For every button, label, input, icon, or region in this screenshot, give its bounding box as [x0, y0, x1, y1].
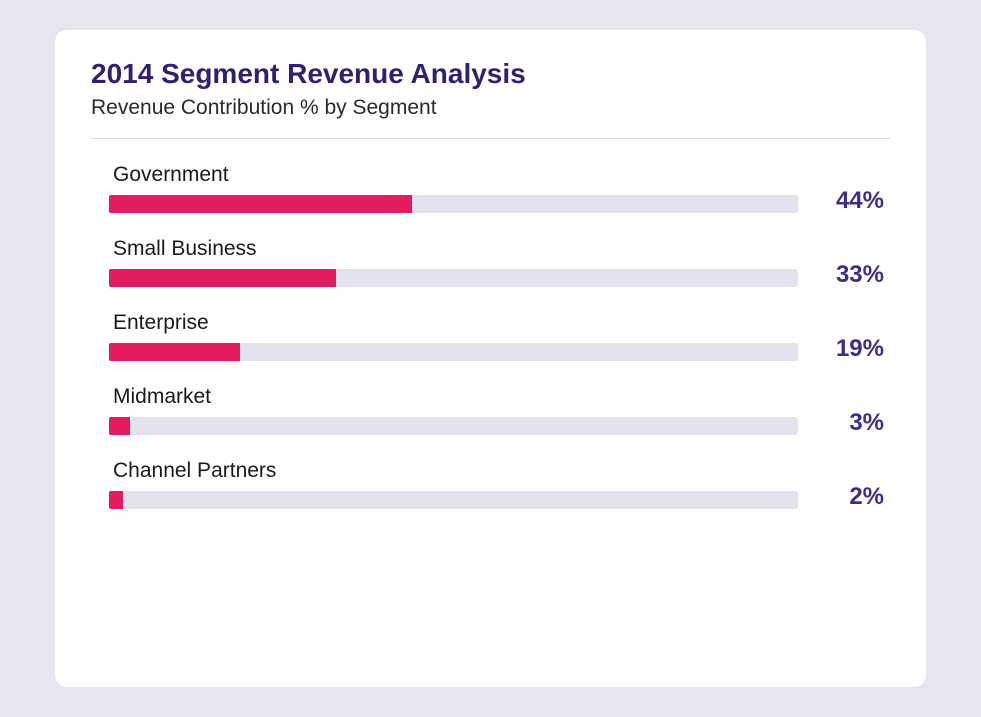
segment-value: 2%: [816, 485, 884, 509]
bar-fill: [109, 269, 336, 287]
segment-row: Channel Partners 2%: [109, 459, 884, 509]
segment-value: 33%: [816, 263, 884, 287]
bar-fill: [109, 417, 130, 435]
card-subtitle: Revenue Contribution % by Segment: [91, 96, 890, 120]
segment-row: Midmarket 3%: [109, 385, 884, 435]
bar-track: [109, 491, 798, 509]
bar-fill: [109, 343, 240, 361]
segment-value: 3%: [816, 411, 884, 435]
segment-chart: Government 44% Small Business 33% Enterp…: [91, 163, 890, 509]
segment-row: Government 44%: [109, 163, 884, 213]
segment-label: Enterprise: [109, 311, 798, 335]
bar-fill: [109, 491, 123, 509]
card-title: 2014 Segment Revenue Analysis: [91, 58, 890, 90]
header-divider: [91, 138, 890, 139]
segment-row: Enterprise 19%: [109, 311, 884, 361]
analysis-card: 2014 Segment Revenue Analysis Revenue Co…: [55, 30, 926, 687]
bar-track: [109, 417, 798, 435]
segment-value: 44%: [816, 189, 884, 213]
bar-track: [109, 269, 798, 287]
segment-label: Government: [109, 163, 798, 187]
segment-label: Midmarket: [109, 385, 798, 409]
segment-row: Small Business 33%: [109, 237, 884, 287]
bar-fill: [109, 195, 412, 213]
segment-value: 19%: [816, 337, 884, 361]
bar-track: [109, 343, 798, 361]
segment-label: Small Business: [109, 237, 798, 261]
bar-track: [109, 195, 798, 213]
segment-label: Channel Partners: [109, 459, 798, 483]
